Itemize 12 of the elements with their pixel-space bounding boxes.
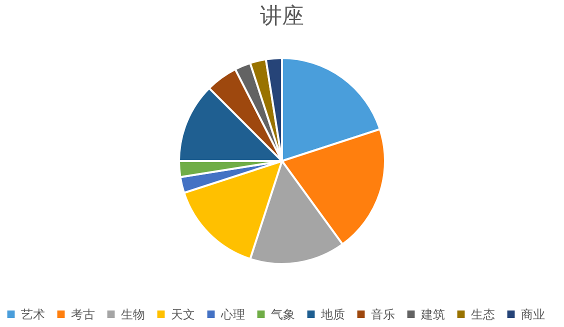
legend-label: 生态 (471, 307, 495, 322)
legend-label: 心理 (220, 307, 245, 322)
chart-title: 讲座 (260, 4, 304, 29)
legend-label: 艺术 (21, 307, 45, 322)
legend-label: 天文 (171, 307, 195, 322)
legend-label: 音乐 (371, 307, 395, 322)
legend-label: 商业 (521, 307, 545, 322)
legend-label: 生物 (121, 307, 145, 322)
legend-label: 建筑 (420, 307, 445, 322)
legend-label: 考古 (71, 307, 95, 322)
legend-label: 地质 (320, 307, 345, 322)
legend-label: 气象 (271, 307, 295, 322)
